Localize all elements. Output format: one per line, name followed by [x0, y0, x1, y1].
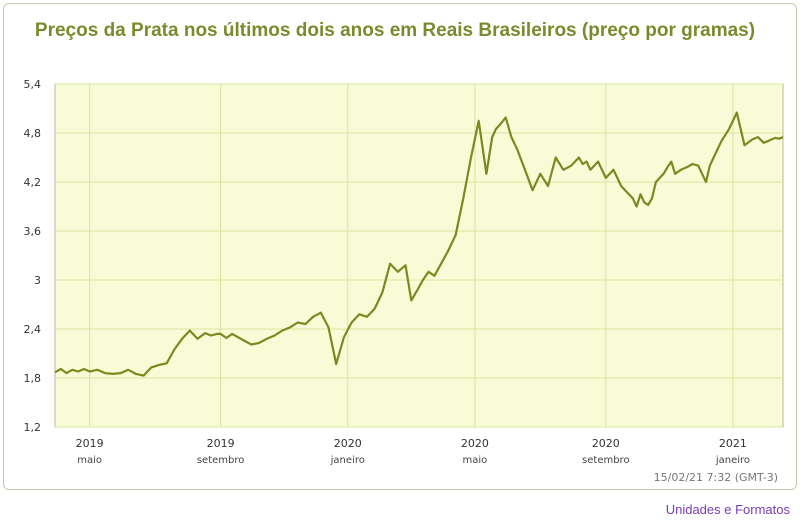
y-tick-label: 3,6: [24, 225, 42, 238]
y-tick-label: 4,2: [24, 176, 42, 189]
grid-lines: [55, 83, 783, 428]
x-tick-month: janeiro: [330, 455, 365, 466]
y-tick-label: 4,8: [24, 127, 42, 140]
chart-title: Preços da Prata nos últimos dois anos em…: [34, 20, 756, 41]
x-axis: 2019 maio 2019 setembro 2020 janeiro 2020 maio 2…: [76, 437, 750, 466]
x-tick-year: 2020: [592, 437, 620, 450]
x-tick-year: 2019: [207, 437, 235, 450]
x-tick-year: 2019: [76, 437, 104, 450]
x-tick-month: setembro: [197, 455, 245, 466]
x-tick-month: setembro: [582, 455, 630, 466]
x-tick-month: janeiro: [715, 455, 750, 466]
price-series-line: [54, 111, 784, 377]
y-tick-label: 1,8: [24, 372, 42, 385]
plot-area: [54, 83, 784, 428]
x-tick-month: maio: [462, 455, 487, 466]
y-tick-label: 2,4: [24, 323, 42, 336]
x-tick-year: 2020: [334, 437, 362, 450]
credit-link[interactable]: Unidades e Formatos: [665, 502, 790, 517]
timestamp: 15/02/21 7:32 (GMT-3): [653, 471, 778, 484]
x-tick-year: 2020: [461, 437, 489, 450]
y-axis: 1,2 1,8 2,4 3 3,6 4,2 4,8 5,4: [24, 78, 42, 434]
y-tick-label: 1,2: [24, 421, 42, 434]
y-tick-label: 5,4: [24, 78, 42, 91]
y-tick-label: 3: [34, 274, 41, 287]
x-tick-month: maio: [77, 455, 102, 466]
x-tick-year: 2021: [719, 437, 747, 450]
